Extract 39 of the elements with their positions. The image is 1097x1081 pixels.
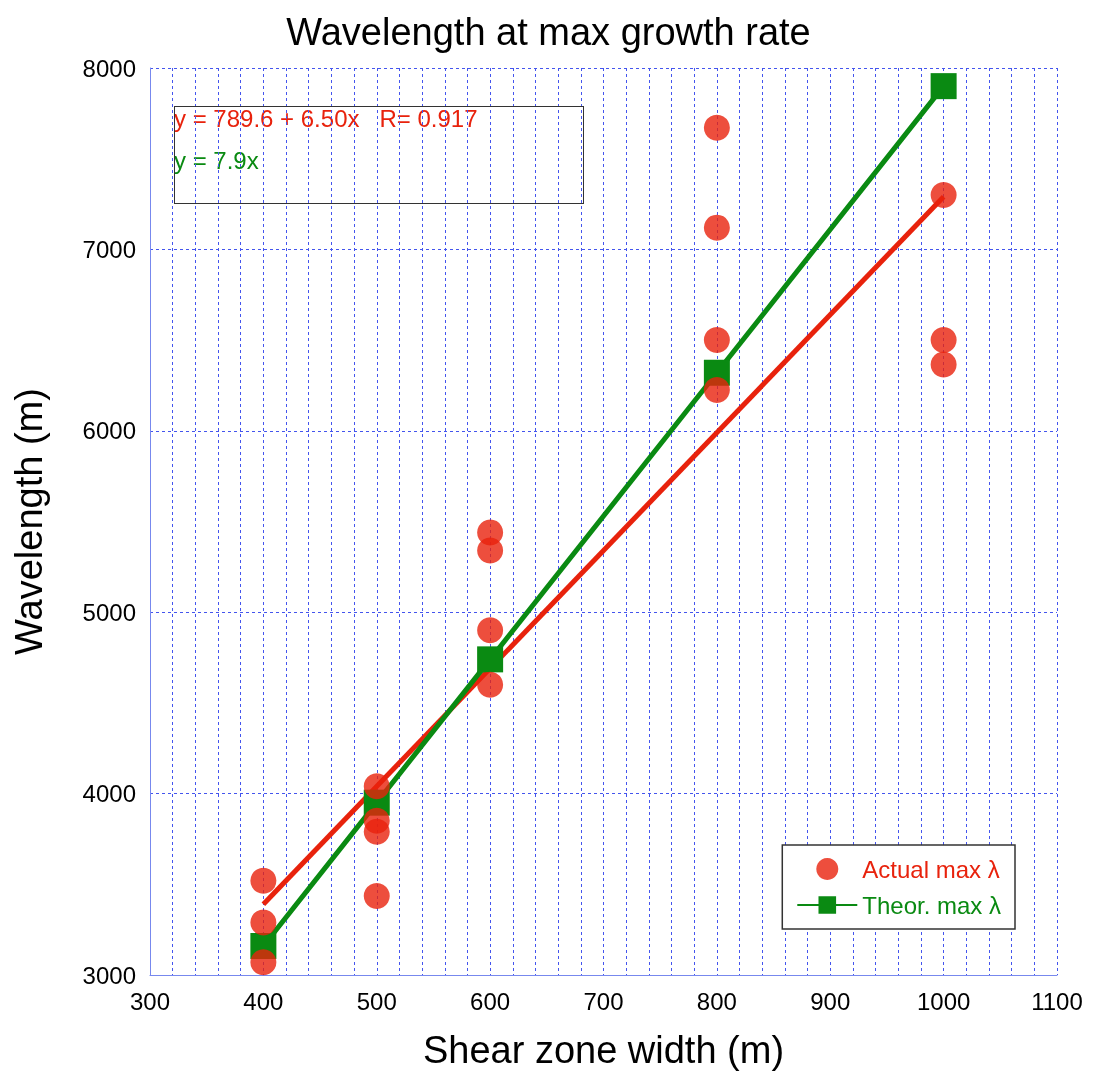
point — [477, 646, 504, 673]
x-tick-label: 1000 — [916, 987, 971, 1015]
x-tick-label: 1100 — [1031, 987, 1083, 1015]
point — [703, 114, 730, 141]
point — [703, 327, 730, 354]
x-tick-label: 700 — [583, 987, 624, 1015]
point — [930, 351, 957, 378]
chart-title: Wavelength at max growth rate — [286, 11, 811, 53]
x-tick-label: 400 — [243, 987, 284, 1015]
x-tick-label: 600 — [470, 987, 511, 1015]
y-tick-label: 7000 — [82, 235, 136, 263]
annotation: y = 7.9x — [174, 146, 259, 174]
point — [703, 214, 730, 241]
y-tick-label: 8000 — [82, 54, 136, 82]
y-tick-label: 5000 — [82, 598, 136, 626]
point — [363, 818, 390, 845]
y-tick-label: 4000 — [82, 780, 136, 808]
point — [250, 867, 277, 894]
x-tick-label: 800 — [696, 987, 737, 1015]
x-tick-label: 300 — [129, 987, 171, 1015]
x-axis-title: Shear zone width (m) — [422, 1029, 785, 1071]
legend-label: Actual max λ — [862, 855, 1000, 883]
point — [477, 537, 504, 564]
y-tick-label: 3000 — [82, 961, 136, 989]
point — [477, 671, 504, 698]
point — [930, 181, 957, 208]
point — [930, 327, 957, 354]
point — [703, 376, 730, 403]
point — [250, 949, 277, 976]
point — [363, 773, 390, 800]
point — [477, 617, 504, 644]
point — [930, 73, 957, 100]
point — [363, 883, 390, 910]
y-axis-title: Wavelength (m) — [8, 388, 50, 655]
y-tick-label: 6000 — [82, 417, 136, 445]
x-tick-label: 900 — [810, 987, 851, 1015]
x-tick-label: 500 — [356, 987, 397, 1015]
point — [250, 909, 277, 936]
legend-label: Theor. max λ — [862, 891, 1001, 919]
